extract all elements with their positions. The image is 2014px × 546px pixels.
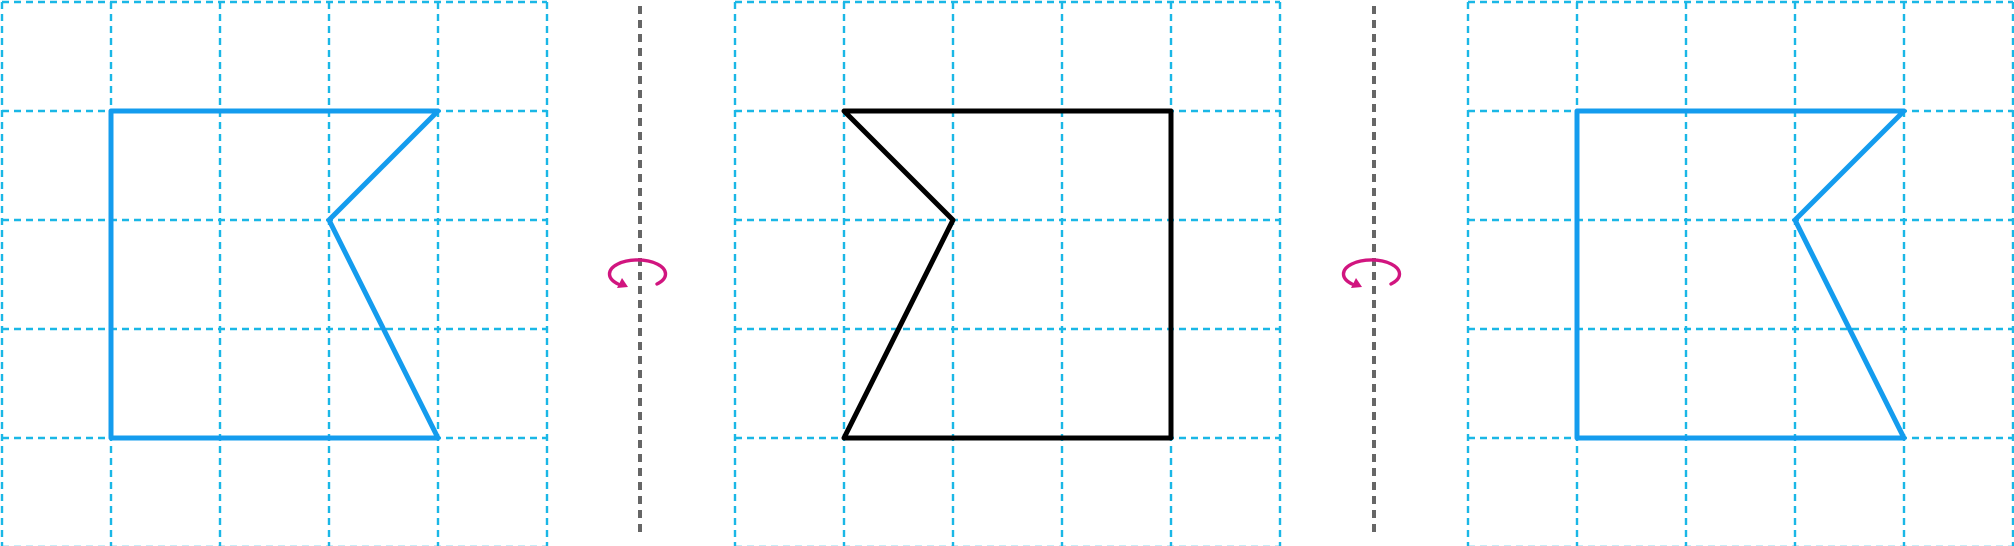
mirror-axis-1 — [607, 6, 668, 536]
panel-restored — [1466, 0, 2014, 546]
mirror-separators — [607, 6, 1402, 536]
flip-rotate-icon — [1341, 258, 1402, 288]
grid — [1466, 0, 2014, 546]
grid — [733, 0, 1282, 546]
flip-rotate-icon — [607, 258, 668, 288]
panel-mirrored — [733, 0, 1282, 546]
flag-shape-mirrored — [841, 108, 1174, 441]
grid — [0, 0, 549, 546]
flag-shape-original — [108, 108, 441, 441]
panel-original — [0, 0, 549, 546]
flag-shape-restored — [1574, 108, 1907, 441]
mirror-axis-2 — [1341, 6, 1402, 536]
